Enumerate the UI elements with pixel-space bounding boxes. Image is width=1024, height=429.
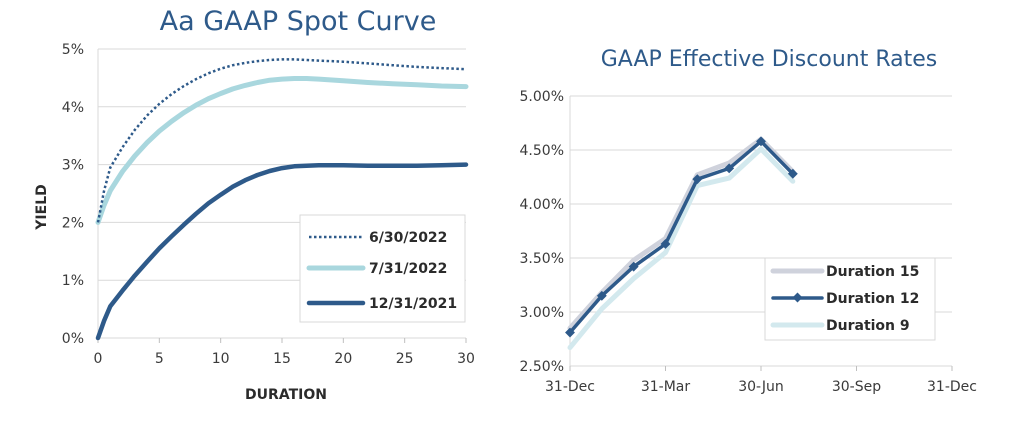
x-tick-label: 31-Mar: [641, 379, 691, 395]
spot-curve-legend: 6/30/2022 7/31/2022 12/31/2021: [299, 214, 466, 323]
point-duration-12: [756, 136, 766, 147]
discount-rates-x-ticks: 31-Dec 31-Mar 30-Jun 30-Sep 31-Dec: [545, 366, 977, 395]
spot-curve-x-axis-title: DURATION: [245, 387, 327, 403]
y-tick-label: 0%: [62, 331, 84, 347]
point-duration-12: [692, 174, 703, 185]
y-tick-label: 2.50%: [520, 359, 564, 375]
spot-curve-series: [95, 58, 469, 341]
x-tick-label: 10: [212, 351, 230, 367]
legend-marker-duration-12: [792, 292, 803, 303]
x-tick-label: 30: [457, 351, 475, 367]
y-tick-label: 2%: [62, 215, 84, 231]
series-line-duration-9: [567, 146, 796, 351]
series-line-duration-15: [567, 136, 796, 331]
discount-rates-series: [565, 136, 798, 351]
spot-curve-y-ticks: 0% 1% 2% 3% 4% 5%: [62, 42, 84, 347]
legend-label-duration-12: Duration 12: [826, 291, 919, 307]
x-tick-label: 20: [334, 351, 352, 367]
point-duration-12: [787, 168, 798, 179]
point-duration-12: [724, 163, 735, 174]
x-tick-label: 31-Dec: [927, 379, 977, 395]
y-tick-label: 3%: [62, 158, 84, 174]
legend-label-duration-9: Duration 9: [826, 318, 910, 334]
series-line-12-31-2021: [95, 162, 469, 341]
y-tick-label: 1%: [62, 273, 84, 289]
legend-label-duration-15: Duration 15: [826, 264, 919, 280]
series-line-7-31-2022: [95, 76, 469, 225]
discount-rates-title: GAAP Effective Discount Rates: [601, 47, 937, 72]
discount-rates-y-ticks: 2.50% 3.00% 3.50% 4.00% 4.50% 5.00%: [520, 89, 564, 375]
x-tick-label: 5: [155, 351, 164, 367]
y-tick-label: 5%: [62, 42, 84, 58]
y-tick-label: 4.00%: [520, 197, 564, 213]
series-line-duration-12: [568, 139, 795, 335]
legend-label-12-31-2021: 12/31/2021: [369, 296, 457, 312]
series-line-6-30-2022: [96, 58, 467, 223]
x-tick-label: 30-Jun: [738, 379, 784, 395]
legend-label-6-30-2022: 6/30/2022: [369, 230, 447, 246]
point-duration-12: [565, 327, 575, 338]
discount-rates-legend: Duration 15 Duration 12 Duration 9: [764, 257, 936, 341]
y-tick-label: 3.50%: [520, 251, 564, 267]
x-tick-label: 15: [273, 351, 291, 367]
point-duration-12: [660, 239, 671, 249]
spot-curve-x-ticks: 0 5 10 15 20 25 30: [94, 338, 475, 367]
spot-curve-title: Aa GAAP Spot Curve: [160, 6, 437, 37]
y-tick-label: 3.00%: [520, 305, 564, 321]
point-duration-12: [596, 290, 607, 301]
spot-curve-y-axis-title: YIELD: [34, 184, 50, 230]
legend-label-7-31-2022: 7/31/2022: [369, 261, 447, 277]
x-tick-label: 0: [94, 351, 103, 367]
spot-curve-gridlines: [97, 48, 466, 339]
x-tick-label: 31-Dec: [545, 379, 595, 395]
y-tick-label: 4.50%: [520, 143, 564, 159]
y-tick-label: 4%: [62, 100, 84, 116]
y-tick-label: 5.00%: [520, 89, 564, 105]
x-tick-label: 30-Sep: [832, 379, 881, 395]
point-duration-12: [628, 261, 639, 272]
x-tick-label: 25: [396, 351, 414, 367]
